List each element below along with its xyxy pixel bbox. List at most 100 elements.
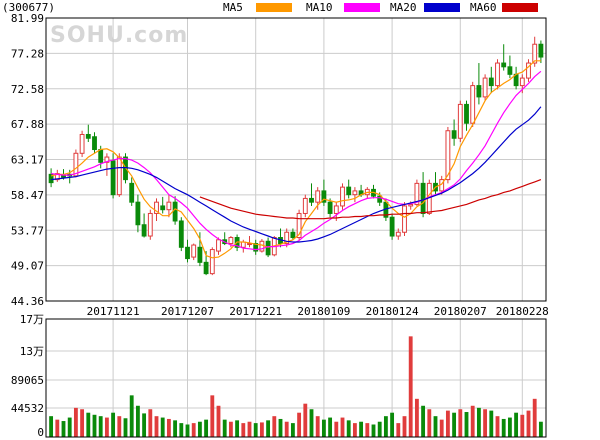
candle-body-up (495, 62, 500, 87)
candle-body-down (197, 246, 203, 263)
volume-bar-down (98, 416, 103, 437)
candle-body-up (526, 62, 531, 79)
volume-tick-label: 44532 (11, 402, 44, 415)
candle-body-down (507, 66, 513, 75)
price-tick-label: 63.17 (11, 154, 44, 167)
candle (352, 187, 358, 203)
volume-bar-up (402, 416, 407, 437)
candle (526, 59, 531, 82)
candle-body-down (110, 160, 116, 196)
candle-body-up (147, 212, 153, 237)
price-tick-label: 67.88 (11, 118, 44, 131)
legend-ma20-swatch (424, 3, 460, 12)
candle (395, 228, 401, 240)
candle-body-down (538, 43, 544, 58)
candle (389, 213, 395, 240)
candle-body-up (284, 231, 290, 245)
ma5-line (50, 60, 541, 259)
candle (464, 100, 469, 131)
volume-bar-down (278, 418, 283, 437)
candle-body-up (228, 237, 234, 245)
candle-body-down (85, 133, 91, 139)
candle-body-up (73, 152, 79, 177)
date-tick-label: 20171121 (87, 305, 140, 318)
volume-bar-up (117, 416, 122, 437)
volume-bar-up (80, 409, 85, 437)
ma20-line (51, 106, 542, 243)
watermark: SOHU.com (50, 23, 188, 48)
candle-body-down (203, 261, 209, 275)
volume-grid (46, 350, 546, 409)
candle-body-down (141, 224, 147, 237)
volume-bar-up (483, 409, 488, 437)
volume-bar-up (303, 403, 308, 437)
candle-body-up (482, 77, 488, 98)
candle-body-up (104, 156, 110, 163)
candle (216, 237, 221, 255)
volume-tick-label: 13万 (20, 345, 44, 358)
candle (73, 149, 79, 178)
volume-bar-up (191, 423, 196, 437)
volume-bar-up (352, 423, 357, 437)
candle-body-up (402, 205, 407, 233)
candle-body-down (185, 246, 190, 260)
volume-bar-down (266, 420, 271, 437)
candle-body-down (309, 197, 314, 203)
volume-bar-down (253, 423, 258, 437)
candle (135, 194, 141, 233)
candle-body-down (420, 182, 426, 214)
volume-bar-up (272, 416, 277, 437)
volume-bar-down (142, 413, 147, 437)
candle-body-up (302, 197, 308, 214)
volume-bar-up (396, 423, 401, 437)
volume-bar-down (160, 417, 165, 437)
volume-bar-up (247, 421, 252, 437)
candle-body-down (160, 205, 166, 211)
candle-body-up (240, 241, 246, 248)
volume-bar-up (210, 395, 215, 437)
volume-bar-up (284, 421, 289, 437)
volume-bar-down (507, 417, 512, 437)
date-tick-label: 20171207 (161, 305, 214, 318)
candle-body-down (488, 77, 494, 87)
candle (154, 198, 159, 221)
volume-bar-up (259, 422, 264, 437)
price-tick-label: 53.77 (11, 224, 44, 237)
candle (495, 59, 500, 90)
candle (457, 100, 463, 143)
legend-ma5-swatch (256, 3, 292, 12)
candle-body-down (389, 216, 395, 237)
volume-bar-up (334, 421, 339, 437)
candle-body-up (116, 156, 122, 196)
legend-ma60-label: MA60 (470, 1, 497, 14)
candle (54, 169, 60, 182)
volume-bar-down (452, 412, 457, 437)
candle (476, 63, 482, 105)
volume-bar-down (111, 412, 116, 437)
volume-bar-down (309, 409, 314, 437)
legend-ma60-swatch (502, 3, 538, 12)
volume-bar-down (538, 421, 543, 437)
volume-bar-up (526, 410, 531, 437)
candle-body-down (98, 149, 104, 163)
candle-body-down (321, 190, 327, 203)
candle-body-down (48, 173, 54, 184)
candle-body-up (191, 244, 197, 258)
candle-body-up (209, 249, 215, 275)
candle-body-down (129, 182, 135, 203)
volume-bar-up (445, 410, 450, 437)
volume-bar-up (495, 416, 500, 437)
volume-bar-up (365, 423, 370, 437)
candle (147, 209, 153, 240)
volume-bar-down (433, 416, 438, 437)
candle (501, 44, 507, 71)
price-tick-label: 77.28 (11, 47, 44, 60)
price-tick-label: 81.99 (11, 12, 44, 25)
candle-body-up (79, 133, 85, 154)
volume-bar-down (49, 416, 54, 437)
candle-body-up (54, 173, 60, 181)
legend-ma10-swatch (344, 3, 380, 12)
volume-bar-down (377, 421, 382, 437)
candle (110, 153, 116, 199)
volume-bar-down (129, 395, 134, 437)
